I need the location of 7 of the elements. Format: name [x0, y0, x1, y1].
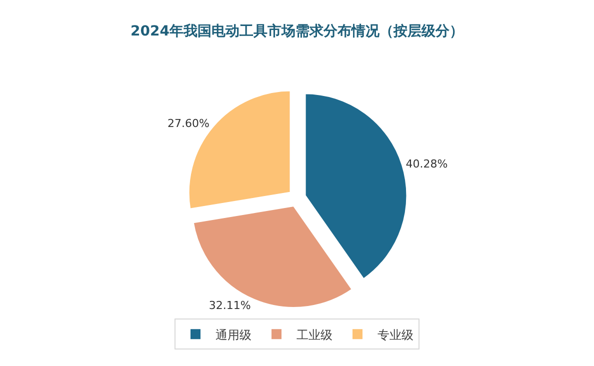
chart-title: 2024年我国电动工具市场需求分布情况（按层级分）: [130, 22, 464, 40]
data-label: 40.28%: [406, 158, 448, 171]
legend-label: 工业级: [296, 328, 332, 342]
data-label: 27.60%: [167, 117, 210, 130]
legend-label: 通用级: [216, 328, 252, 342]
legend-label: 专业级: [378, 328, 414, 342]
data-label: 32.11%: [208, 298, 251, 312]
